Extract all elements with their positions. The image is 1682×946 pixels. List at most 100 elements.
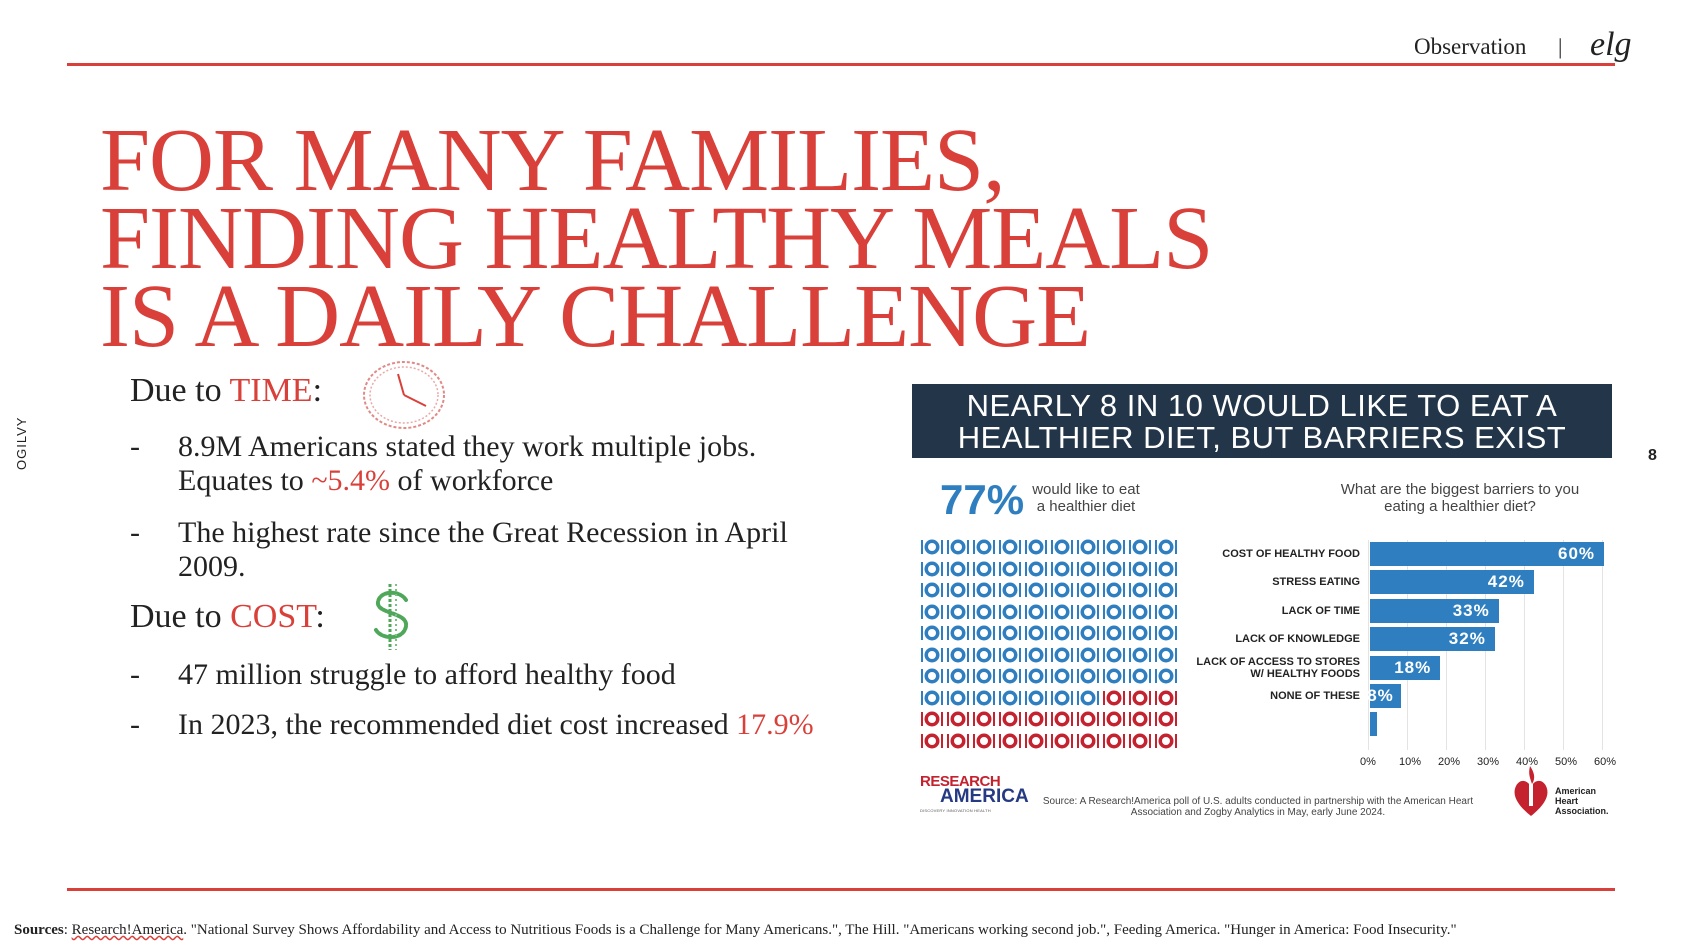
plate-icon: [973, 604, 995, 619]
source-line-1: Source: A Research!America poll of U.S. …: [1042, 796, 1474, 807]
plate-icon: [1103, 711, 1125, 727]
plate-icon: [999, 582, 1021, 598]
sources-text: . "National Survey Shows Affordability a…: [183, 922, 1457, 938]
sources-footnote: Sources: Research!America. "National Sur…: [14, 922, 1457, 938]
time-bullet-1-text-a: Equates to: [178, 464, 312, 497]
chart-question: What are the biggest barriers to you eat…: [1330, 481, 1590, 515]
plate-icon: [999, 539, 1021, 555]
bar: [1370, 627, 1495, 652]
diet-cost-increase: 17.9%: [736, 708, 814, 741]
question-line-1: What are the biggest barriers to you: [1340, 481, 1580, 498]
side-label: OGILVY: [14, 416, 29, 470]
plate-icon: [1051, 561, 1073, 576]
plate-icon: [947, 733, 969, 748]
time-bullet-1-line-2: Equates to ~5.4% of workforce: [178, 464, 756, 498]
plate-icon: [973, 582, 995, 598]
plate-icon: [1129, 647, 1151, 662]
research-america-logo: RESEARCH AMERICA DISCOVERY INNOVATION HE…: [920, 773, 1029, 813]
plate-icon: [973, 668, 995, 684]
bar-category-label: LACK OF KNOWLEDGE: [1235, 633, 1360, 646]
plate-icon: [1103, 561, 1125, 576]
title-line-1: FOR MANY FAMILIES,: [100, 111, 1006, 210]
plate-icon: [947, 625, 969, 641]
x-tick-label: 10%: [1399, 756, 1422, 768]
x-tick-label: 50%: [1555, 756, 1578, 768]
plate-icon: [1103, 539, 1125, 555]
plate-icon: [947, 604, 969, 619]
infographic-banner: NEARLY 8 IN 10 WOULD LIKE TO EAT A HEALT…: [912, 384, 1612, 458]
plate-icon: [1077, 539, 1099, 555]
plate-icon: [973, 539, 995, 555]
x-tick-label: 0%: [1360, 756, 1376, 768]
plate-icon: [1051, 733, 1073, 748]
plate-icon: [973, 625, 995, 641]
plate-icon: [921, 733, 943, 748]
plate-icon: [1051, 690, 1073, 705]
time-heading-prefix: Due to: [130, 372, 230, 409]
plate-icon: [1155, 604, 1177, 619]
plate-icon: [999, 561, 1021, 576]
bar-value-label: 18%: [1394, 657, 1432, 677]
bar: [1370, 542, 1604, 566]
plate-icon: [1155, 625, 1177, 641]
bullet-dash: -: [130, 430, 140, 463]
plate-icon: [1155, 711, 1177, 727]
plate-icon: [973, 733, 995, 748]
plate-icon: [1155, 647, 1177, 662]
heart-torch-icon: [1514, 766, 1548, 816]
time-bullet-2-line-1: The highest rate since the Great Recessi…: [178, 516, 788, 549]
bullet-dash: -: [130, 658, 140, 691]
plate-icon: [947, 690, 969, 705]
plate-icon: [1077, 690, 1099, 705]
time-bullet-2-line-2: 2009.: [178, 550, 246, 583]
plate-icon: [1025, 711, 1047, 727]
banner-line-1: NEARLY 8 IN 10 WOULD LIKE TO EAT A: [966, 388, 1558, 423]
bar: [1370, 655, 1441, 680]
plate-icon: [1129, 561, 1151, 576]
aha-line-2: Heart: [1555, 796, 1579, 806]
plate-icon: [1155, 539, 1177, 555]
infographic-source: Source: A Research!America poll of U.S. …: [1028, 796, 1488, 818]
bullet-dash: -: [130, 708, 140, 741]
plate-icon: [1103, 625, 1125, 641]
plate-icon: [1155, 690, 1177, 705]
ra-logo-tagline: DISCOVERY INNOVATION HEALTH: [920, 808, 991, 813]
plate-icon: [1025, 539, 1047, 555]
workforce-percent: ~5.4%: [311, 464, 391, 497]
plate-icon: [1051, 711, 1073, 727]
plate-icon: [973, 647, 995, 662]
plate-icon: [921, 647, 943, 662]
plate-icon: [1129, 625, 1151, 641]
bottom-rule: [67, 888, 1615, 891]
gridline: [1563, 540, 1564, 750]
source-line-2: Association and Zogby Analytics in May, …: [1130, 807, 1386, 818]
cost-heading-prefix: Due to: [130, 598, 231, 635]
plate-icon: [947, 711, 969, 727]
plate-icon: [921, 539, 943, 555]
bar: [1370, 598, 1499, 623]
plate-icon: [1051, 604, 1073, 619]
plate-icon: [947, 539, 969, 555]
sources-label: Sources: [14, 922, 64, 938]
bar-value-label: 32%: [1448, 629, 1486, 649]
gridline: [1602, 540, 1603, 750]
bar-category-label: COST OF HEALTHY FOOD: [1222, 548, 1360, 560]
sources-lead: Research!America: [71, 922, 184, 938]
plate-icon: [921, 561, 943, 576]
bar-value-label: 33%: [1452, 600, 1490, 620]
plate-icon: [1051, 539, 1073, 555]
x-tick-label: 40%: [1516, 756, 1539, 768]
page-number: 8: [1648, 447, 1657, 464]
plate-icon: [1051, 668, 1073, 684]
elg-logo: elg: [1590, 26, 1632, 63]
plate-icon: [1129, 711, 1151, 727]
x-tick-label: 60%: [1594, 756, 1617, 768]
bar-stub: [1370, 712, 1377, 737]
plate-icon: [1155, 561, 1177, 576]
plate-icon: [1025, 668, 1047, 684]
time-bullet-1-text-b: of workforce: [390, 464, 554, 497]
plate-icon: [1129, 582, 1151, 598]
x-tick-label: 20%: [1438, 756, 1461, 768]
plate-icon: [999, 690, 1021, 705]
plate-icon: [1051, 647, 1073, 662]
